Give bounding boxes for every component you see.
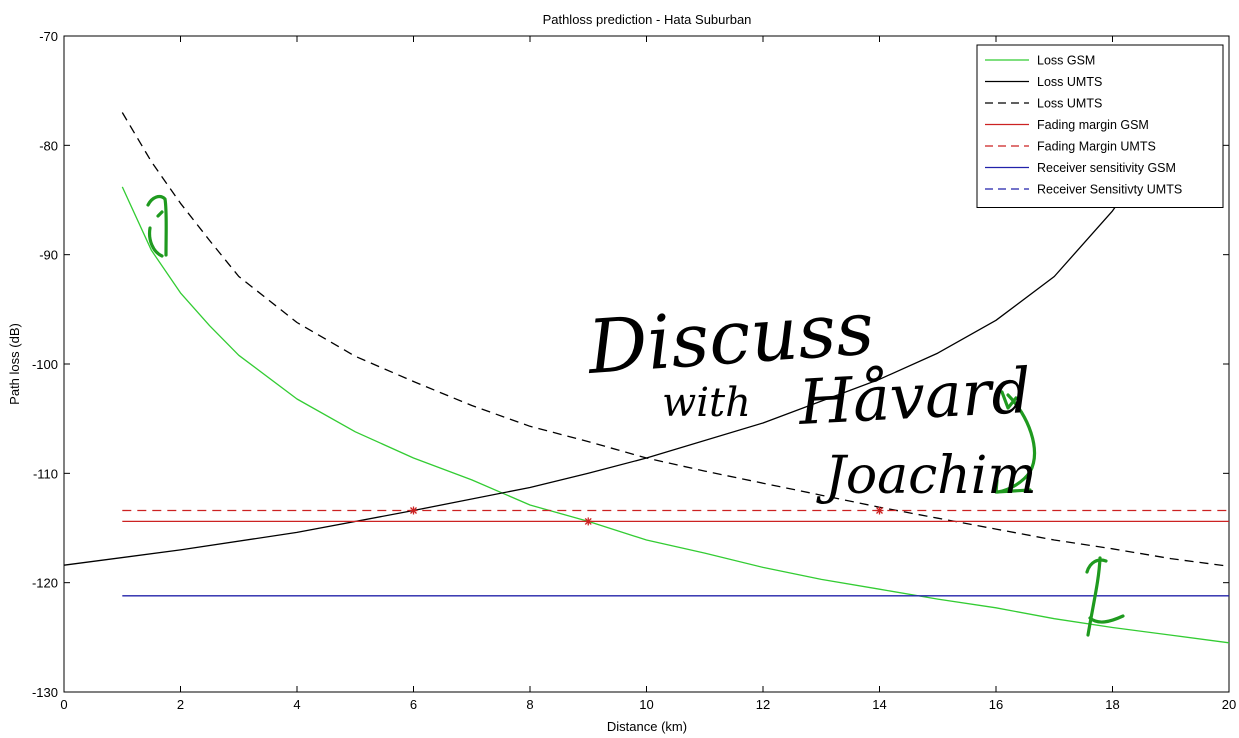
- y-tick-label: -110: [33, 466, 58, 481]
- legend-label-4: Fading Margin UMTS: [1037, 140, 1156, 154]
- y-tick-label: -90: [39, 248, 58, 263]
- x-tick-label: 18: [1105, 697, 1119, 712]
- star-marker-stroke: [584, 517, 592, 525]
- legend-label-2: Loss UMTS: [1037, 97, 1102, 111]
- x-tick-label: 2: [177, 697, 184, 712]
- axis-ticks: 0 2 4 6 8 10 12 14 16 18 20 -70 -80 -90 -100 -110 -120 -1…: [32, 29, 1236, 712]
- ink-discuss: Discuss: [583, 285, 876, 391]
- star-marker: [584, 517, 593, 526]
- intersection-markers: [409, 506, 884, 526]
- star-marker-stroke: [876, 507, 883, 514]
- x-tick-label: 0: [60, 697, 67, 712]
- ink-havard: Håvard: [796, 354, 1033, 439]
- legend-label-3: Fading margin GSM: [1037, 118, 1149, 132]
- x-axis-label: Distance (km): [607, 719, 687, 734]
- ink-arrow-right-middle: [994, 390, 1036, 494]
- y-axis-label: Path loss (dB): [7, 323, 22, 405]
- handwritten-annotations: Discuss with Håvard Joachim: [146, 194, 1125, 637]
- x-tick-label: 20: [1222, 697, 1236, 712]
- legend: Loss GSM Loss UMTS Loss UMTS Fading margin …: [976, 44, 1224, 208]
- y-tick-label: -130: [32, 685, 58, 700]
- x-tick-label: 10: [639, 697, 653, 712]
- y-tick-label: -120: [32, 576, 58, 591]
- series-line-1: [63, 144, 1160, 566]
- x-tick-label: 16: [989, 697, 1003, 712]
- y-tick-label: -100: [32, 357, 58, 372]
- star-marker-stroke: [410, 507, 417, 514]
- ink-arrow-left-top: [146, 194, 168, 258]
- legend-box: [976, 44, 1224, 208]
- series-layer: [63, 112, 1230, 644]
- x-tick-label: 8: [526, 697, 533, 712]
- x-tick-label: 4: [293, 697, 300, 712]
- ink-arrow-right-bottom: [1085, 556, 1125, 637]
- y-tick-label: -70: [39, 29, 58, 44]
- y-tick-label: -80: [39, 138, 58, 153]
- ink-joachim: Joachim: [816, 446, 1037, 506]
- legend-label-5: Receiver sensitivity GSM: [1037, 161, 1176, 175]
- star-marker: [409, 506, 418, 515]
- star-marker: [875, 506, 884, 515]
- ink-with: with: [662, 380, 751, 426]
- legend-label-0: Loss GSM: [1037, 54, 1095, 68]
- x-tick-label: 14: [872, 697, 886, 712]
- series-line-2: [121, 112, 1230, 567]
- legend-label-6: Receiver Sensitivty UMTS: [1037, 183, 1182, 197]
- chart-title: Pathloss prediction - Hata Suburban: [543, 12, 752, 27]
- x-tick-label: 12: [756, 697, 770, 712]
- series-line-0: [121, 186, 1230, 644]
- legend-label-1: Loss UMTS: [1037, 75, 1102, 89]
- x-tick-label: 6: [410, 697, 417, 712]
